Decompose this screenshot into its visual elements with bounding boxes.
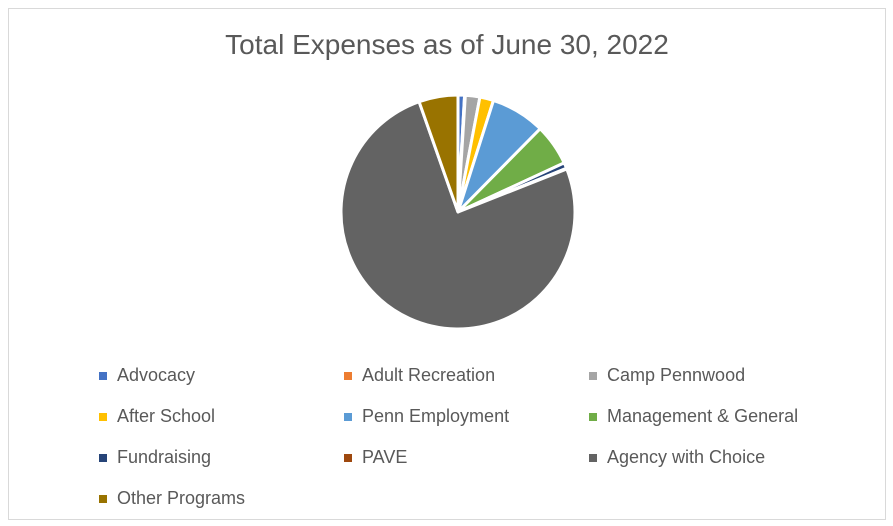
- chart-title: Total Expenses as of June 30, 2022: [225, 29, 669, 60]
- legend-item: PAVE: [344, 447, 589, 468]
- legend-item: Adult Recreation: [344, 365, 589, 386]
- legend-swatch: [589, 453, 597, 462]
- legend-label: Agency with Choice: [607, 447, 766, 467]
- legend-label: Advocacy: [117, 365, 196, 385]
- legend-item: Other Programs: [99, 488, 344, 509]
- legend-item: After School: [99, 406, 344, 427]
- chart-legend: Advocacy Adult Recreation Camp Pennwood Aft…: [99, 365, 859, 509]
- legend-label: Penn Employment: [362, 406, 510, 426]
- legend-swatch: [99, 412, 107, 421]
- pie-slice-agency-with-choice: [339, 100, 577, 331]
- legend-item: Advocacy: [99, 365, 344, 386]
- legend-label: Management & General: [607, 406, 799, 426]
- legend-item: Management & General: [589, 406, 859, 427]
- legend-item: Penn Employment: [344, 406, 589, 427]
- pie-slice-other-programs: [417, 93, 460, 214]
- legend-label: Fundraising: [117, 447, 212, 467]
- legend-label: Other Programs: [117, 488, 246, 508]
- legend-swatch: [99, 453, 107, 462]
- legend-swatch: [344, 412, 352, 421]
- legend-item: Agency with Choice: [589, 447, 859, 468]
- legend-label: After School: [117, 406, 216, 426]
- legend-swatch: [99, 494, 107, 503]
- legend-label: Adult Recreation: [362, 365, 496, 385]
- legend-item: Fundraising: [99, 447, 344, 468]
- legend-swatch: [589, 412, 597, 421]
- legend-label: Camp Pennwood: [607, 365, 746, 385]
- legend-swatch: [589, 371, 597, 380]
- legend-label: PAVE: [362, 447, 408, 467]
- legend-swatch: [344, 453, 352, 462]
- pie-chart: [339, 93, 577, 331]
- chart-frame: Total Expenses as of June 30, 2022 Advoc…: [8, 8, 886, 520]
- legend-item: Camp Pennwood: [589, 365, 859, 386]
- legend-swatch: [344, 371, 352, 380]
- legend-swatch: [99, 371, 107, 380]
